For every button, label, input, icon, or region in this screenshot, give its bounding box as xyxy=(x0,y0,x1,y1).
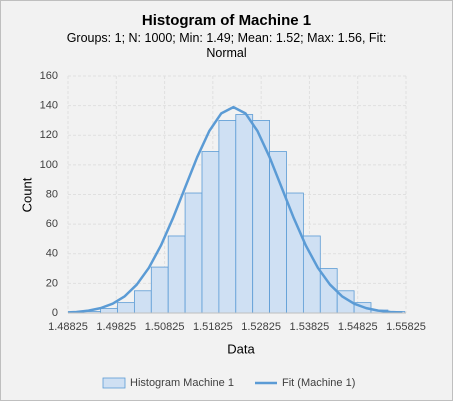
x-tick-label: 1.49825 xyxy=(96,321,136,333)
y-tick-label: 100 xyxy=(40,159,58,171)
bar xyxy=(100,308,118,313)
bar xyxy=(218,120,237,313)
fit-line xyxy=(68,105,403,313)
bar xyxy=(286,192,304,313)
x-tick-label: 1.53825 xyxy=(290,321,330,333)
y-tick-label: 40 xyxy=(46,248,58,260)
chart-subtitle: Groups: 1; N: 1000; Min: 1.49; Mean: 1.5… xyxy=(66,31,387,60)
bar xyxy=(167,235,186,313)
y-tick-label: 120 xyxy=(40,129,58,141)
y-tick-label: 80 xyxy=(46,188,58,200)
y-tick-label: 140 xyxy=(40,100,58,112)
bar xyxy=(133,290,152,313)
x-tick-label: 1.55825 xyxy=(386,321,426,333)
bar xyxy=(184,192,203,313)
x-tick-label: 1.54825 xyxy=(338,321,378,333)
y-tick-label: 0 xyxy=(52,307,58,319)
y-tick-label: 160 xyxy=(40,70,58,82)
legend-label: Fit (Machine 1) xyxy=(282,377,355,389)
x-tick-label: 1.50825 xyxy=(145,321,185,333)
legend-label: Histogram Machine 1 xyxy=(130,377,234,389)
bar xyxy=(201,151,220,313)
x-tick-label: 1.48825 xyxy=(48,321,88,333)
plot-area xyxy=(68,105,406,313)
y-tick-label: 20 xyxy=(46,277,58,289)
y-tick-label: 60 xyxy=(46,218,58,230)
x-axis-label: Data xyxy=(227,341,255,356)
bar xyxy=(150,266,169,313)
x-tick-label: 1.51825 xyxy=(193,321,233,333)
y-axis-label: Count xyxy=(19,177,34,212)
bar xyxy=(117,302,135,313)
chart-title: Histogram of Machine 1 xyxy=(141,12,312,29)
bar xyxy=(235,114,254,313)
legend-swatch xyxy=(102,377,126,389)
x-tick-label: 1.52825 xyxy=(241,321,281,333)
